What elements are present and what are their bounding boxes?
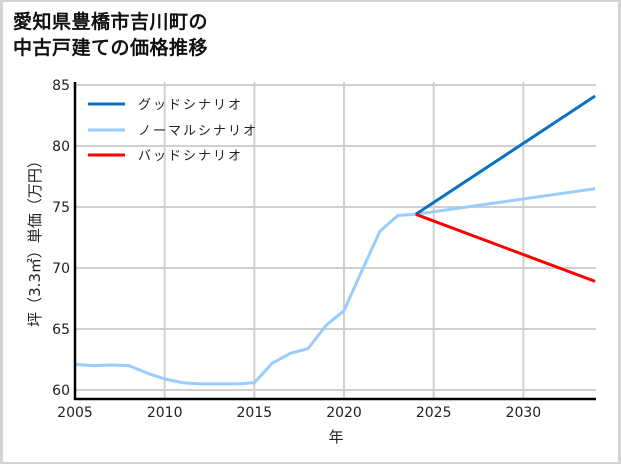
chart-title: 愛知県豊橋市吉川町の 中古戸建ての価格推移 (13, 9, 208, 61)
y-tick-label: 75 (52, 200, 70, 216)
series-line-2 (415, 212, 596, 283)
x-tick-label: 2025 (416, 405, 452, 421)
x-tick-label: 2005 (57, 405, 93, 421)
x-tick-labels: 2005 2010 2015 2020 2025 2030 (57, 405, 541, 421)
legend-label: バッドシナリオ (138, 149, 243, 164)
axes (73, 82, 596, 401)
x-tick-label: 2010 (147, 405, 183, 421)
x-tick-label: 2020 (326, 405, 362, 421)
chart-title-line1: 愛知県豊橋市吉川町の (13, 11, 209, 33)
data-lines (74, 94, 596, 386)
x-axis-label: 年 (328, 428, 343, 446)
legend-label: グッドシナリオ (138, 98, 243, 113)
y-tick-label: 70 (52, 261, 70, 277)
series-line-1 (74, 187, 596, 386)
x-tick-label: 2015 (237, 405, 273, 421)
series-line-0 (414, 94, 596, 216)
x-tick-label: 2030 (506, 405, 542, 421)
y-tick-labels: 60 65 70 75 80 85 (52, 78, 70, 399)
y-axis-label: 坪（3.3㎡）単価（万円） (26, 153, 44, 327)
grid-lines (74, 82, 596, 399)
y-tick-label: 60 (52, 383, 70, 399)
y-tick-label: 80 (52, 139, 70, 155)
y-tick-label: 85 (52, 78, 70, 94)
legend-label: ノーマルシナリオ (138, 124, 258, 139)
y-tick-label: 65 (52, 322, 70, 338)
chart-title-line2: 中古戸建ての価格推移 (13, 37, 209, 59)
